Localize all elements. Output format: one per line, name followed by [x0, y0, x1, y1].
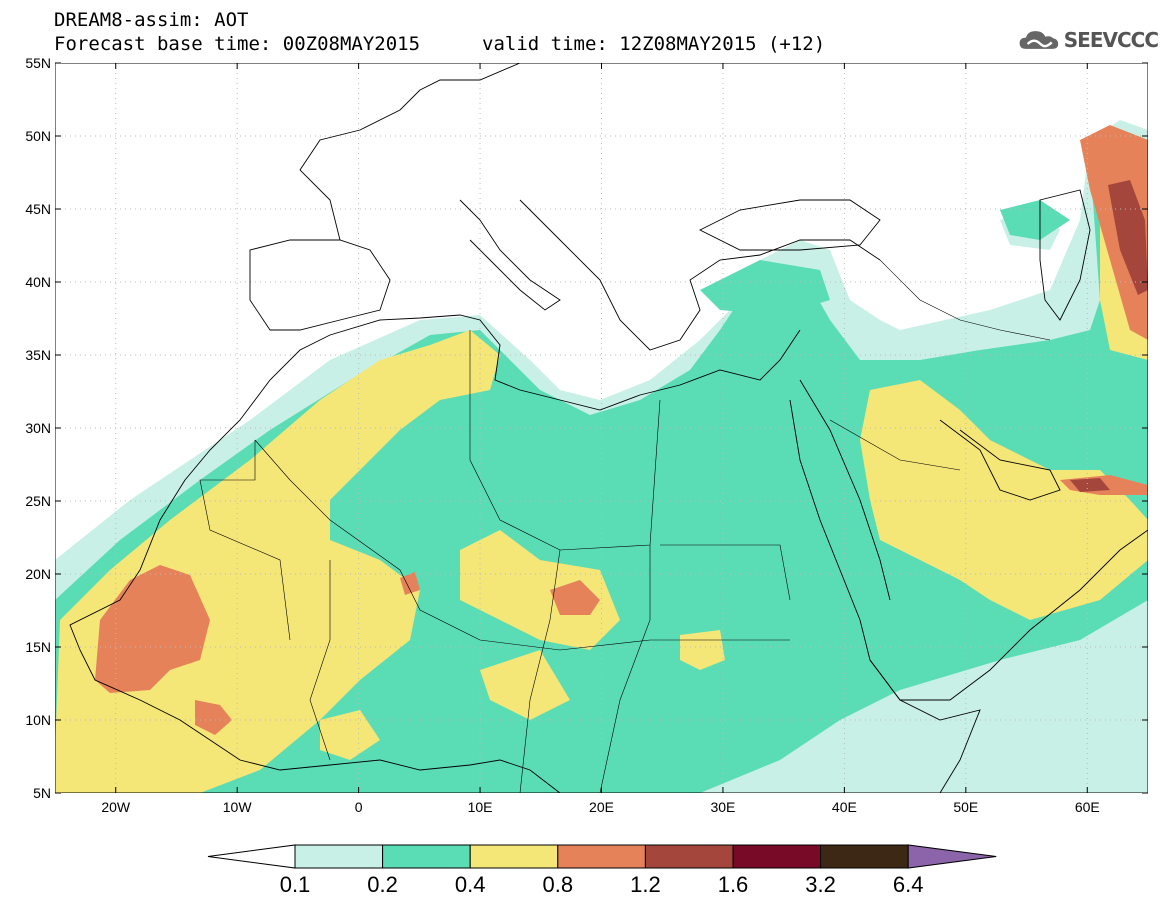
lon-tick-label: 20W [101, 799, 131, 815]
lat-tick-label: 25N [25, 493, 51, 509]
lat-tick-label: 45N [25, 201, 51, 217]
coastlines [69, 63, 1148, 793]
lat-tick-label: 55N [25, 55, 51, 71]
lon-tick-label: 10W [223, 799, 253, 815]
colorbar-box [382, 844, 471, 869]
colorbar-label: 0.1 [280, 872, 311, 897]
logo-text: SEEVCCC [1063, 28, 1159, 52]
colorbar-label: 0.4 [455, 872, 486, 897]
lat-tick-label: 35N [25, 347, 51, 363]
colorbar-box [732, 844, 822, 869]
colorbar-box [644, 844, 734, 869]
lat-tick-label: 5N [33, 785, 51, 801]
lon-tick-label: 60E [1075, 799, 1100, 815]
seevccc-logo: SEEVCCC [1018, 24, 1159, 56]
longitude-axis: 20W 10W 0 10E 20E 30E 40E 50E 60E [101, 63, 1100, 815]
colorbar-label: 1.6 [718, 872, 749, 897]
colorbar-under-triangle [207, 844, 296, 869]
lon-tick-label: 10E [468, 799, 493, 815]
lon-tick-label: 30E [710, 799, 735, 815]
lon-tick-label: 50E [953, 799, 978, 815]
latitude-axis: 55N 50N 45N 40N 35N 30N 25N 20N 15N 10N 5N [25, 55, 1148, 801]
map-area [55, 63, 1148, 793]
colorbar-label: 1.2 [630, 872, 661, 897]
lon-tick-label: 0 [355, 799, 363, 815]
colorbar-label: 0.8 [543, 872, 574, 897]
valid-time: valid time: 12Z08MAY2015 (+12) [482, 33, 826, 55]
lat-tick-label: 30N [25, 420, 51, 436]
lon-tick-label: 40E [832, 799, 857, 815]
colorbar-box [294, 844, 384, 869]
colorbar-box [557, 844, 646, 869]
colorbar-box [469, 844, 559, 869]
lat-tick-label: 20N [25, 566, 51, 582]
colorbar-box [820, 844, 909, 869]
lat-tick-label: 10N [25, 712, 51, 728]
forecast-base-time: Forecast base time: 00Z08MAY2015 [54, 33, 421, 55]
colorbar: 0.1 0.2 0.4 0.8 1.2 1.6 3.2 6.4 [207, 844, 997, 897]
lon-tick-label: 20E [589, 799, 614, 815]
map-title: DREAM8-assim: AOT [54, 9, 249, 31]
colorbar-over-triangle [907, 844, 997, 869]
aot-band-1.2 [1070, 180, 1148, 492]
lat-tick-label: 15N [25, 639, 51, 655]
lat-tick-label: 50N [25, 128, 51, 144]
colorbar-label: 3.2 [805, 872, 836, 897]
cloud-icon [1019, 31, 1059, 49]
colorbar-label: 6.4 [893, 872, 924, 897]
colorbar-label: 0.2 [367, 872, 398, 897]
lat-tick-label: 40N [25, 274, 51, 290]
